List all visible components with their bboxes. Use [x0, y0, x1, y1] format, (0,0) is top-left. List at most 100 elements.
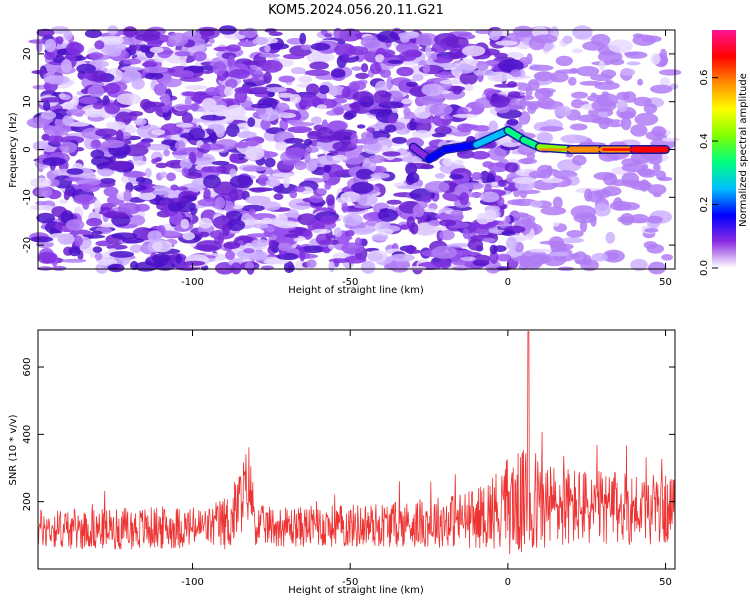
spectrogram-cell	[396, 66, 414, 77]
spectrogram-cell	[661, 137, 680, 142]
spectrogram-cell	[35, 186, 53, 198]
spectrogram-cell	[429, 103, 453, 117]
spectrogram-cell	[155, 157, 162, 162]
spectrogram-cell	[59, 141, 78, 154]
spectrogram-cell	[449, 174, 464, 180]
spectrogram-cell	[340, 53, 350, 62]
spectrogram-cell	[273, 193, 284, 201]
spectrogram-cell	[242, 165, 268, 172]
spectrogram-cell	[133, 160, 147, 167]
spectrogram-cell	[422, 63, 431, 74]
spectrogram-cell	[360, 35, 381, 49]
spectrogram-cell	[192, 51, 207, 62]
spectrogram-cell	[116, 93, 142, 105]
spectrogram-cell	[44, 126, 69, 136]
spectrogram-cell	[245, 261, 254, 270]
spectrogram-cell	[506, 236, 517, 250]
spectrogram-cell	[646, 215, 663, 224]
spectrogram-cell	[289, 93, 301, 104]
spectrogram-cell	[277, 242, 292, 252]
spectrogram-cell	[246, 233, 273, 238]
spectrogram-cell	[388, 116, 398, 124]
spectrogram-cell	[510, 69, 522, 78]
spectrogram-cell	[506, 52, 524, 59]
spectrogram-cell	[351, 181, 374, 194]
spectrogram-xtick-label: 0	[505, 277, 511, 288]
spectrogram-cell	[406, 81, 418, 88]
spectrogram-cell	[211, 160, 230, 166]
spectrogram-cell	[461, 45, 486, 57]
spectrogram-cell	[234, 89, 248, 103]
spectrogram-cell	[489, 244, 498, 255]
spectrogram-cell	[61, 258, 87, 263]
spectrogram-cell	[590, 74, 613, 81]
spectrogram-cell	[352, 91, 374, 102]
spectrogram-cell	[226, 124, 240, 137]
spectrogram-cell	[423, 208, 437, 213]
spectrogram-cell	[253, 223, 269, 229]
spectrogram-cell	[657, 176, 673, 182]
spectrogram-cell	[316, 104, 327, 110]
spectrogram-cell	[93, 199, 101, 214]
spectrogram-cell	[620, 116, 632, 131]
spectrogram-cell	[252, 36, 268, 46]
spectrogram-cell	[332, 141, 357, 152]
spectrogram-cell	[229, 175, 254, 189]
spectrogram-cell	[199, 28, 215, 37]
spectrogram-cell	[84, 29, 102, 39]
spectrogram-cell	[560, 237, 585, 244]
spectrogram-cell	[103, 83, 121, 94]
spectrogram-ytick-label: 0	[22, 146, 33, 152]
spectrogram-cell	[450, 209, 464, 217]
spectrogram-cell	[98, 168, 114, 177]
spectrogram-cell	[491, 181, 498, 187]
spectrogram-cell	[104, 102, 121, 115]
spectrogram-cell	[341, 201, 348, 213]
spectrogram-cell	[210, 131, 217, 145]
spectrogram-cell	[475, 29, 492, 34]
spectrogram-cell	[443, 115, 454, 120]
spectrogram-cell	[140, 44, 149, 53]
spectrogram-cell	[101, 139, 125, 148]
spectrogram-cell	[404, 249, 422, 254]
spectrogram-cell	[250, 103, 273, 109]
spectrogram-cell	[350, 132, 359, 147]
spectrogram-cell	[149, 46, 164, 54]
spectrogram-cell	[94, 40, 105, 50]
spectrogram-cell	[154, 259, 164, 268]
spectrogram-cell	[123, 189, 132, 202]
spectrogram-cell	[328, 261, 335, 273]
spectrogram-cell	[29, 177, 52, 188]
spectrogram-cell	[171, 150, 188, 156]
spectrogram-cell	[419, 92, 445, 107]
spectrogram-cell	[659, 77, 671, 87]
spectrogram-cell	[323, 164, 332, 173]
spectrogram-cell	[361, 260, 376, 274]
spectrogram-xtick-label: -50	[342, 277, 358, 288]
spectrogram-cell	[198, 217, 213, 229]
spectrogram-cell	[205, 87, 220, 96]
spectrogram-cell	[546, 165, 553, 177]
spectrogram-cell	[504, 162, 519, 173]
spectrogram-cell	[282, 53, 305, 60]
spectrogram-cell	[123, 171, 146, 178]
spectrogram-cell	[132, 184, 147, 191]
spectrogram-cell	[487, 147, 507, 161]
spectrogram-cell	[652, 192, 662, 198]
spectrogram-cell	[487, 71, 510, 83]
spectrogram-cell	[181, 112, 193, 124]
spectrogram-cell	[306, 83, 320, 96]
spectrogram-cell	[351, 228, 377, 233]
spectrogram-cell	[136, 141, 151, 148]
spectrogram-cell	[659, 48, 668, 62]
spectrogram-cell	[489, 250, 499, 264]
spectrogram-cell	[36, 28, 55, 37]
spectrogram-cell	[582, 41, 605, 51]
spectrogram-cell	[401, 98, 413, 105]
spectrogram-cell	[467, 239, 484, 251]
spectrogram-cell	[284, 137, 304, 144]
spectrogram-cell	[497, 196, 505, 207]
spectrogram-cell	[382, 151, 401, 157]
spectrogram-cell	[497, 179, 507, 187]
spectrogram-ytick-label: -10	[22, 189, 33, 205]
